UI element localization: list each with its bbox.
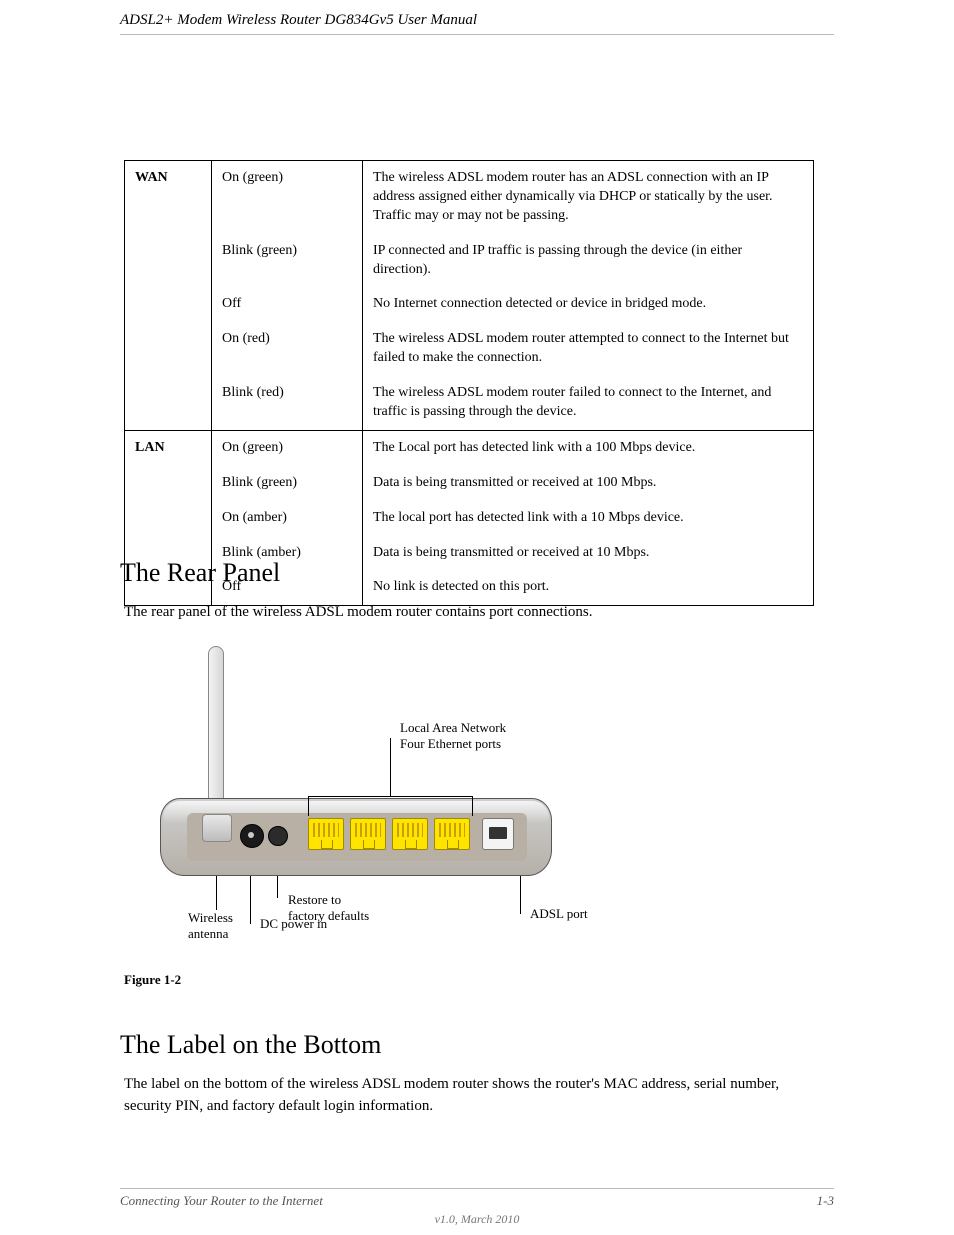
leader xyxy=(520,876,521,914)
leader xyxy=(250,876,251,924)
lan-sub-1: Blink (green) xyxy=(212,466,363,501)
antenna-label: Wirelessantenna xyxy=(188,910,233,941)
lan-sub-2: On (amber) xyxy=(212,501,363,536)
footer-version: v1.0, March 2010 xyxy=(0,1212,954,1227)
wan-sub-0: On (green) xyxy=(212,161,363,234)
leader xyxy=(308,796,309,816)
footer-right: 1-3 xyxy=(817,1193,834,1209)
reset-button-icon xyxy=(268,826,288,846)
lan-port-1-icon xyxy=(308,818,344,850)
reset-label: Restore tofactory defaults xyxy=(288,892,369,923)
wan-label: WAN xyxy=(125,161,212,431)
doc-title: ADSL2+ Modem Wireless Router DG834Gv5 Us… xyxy=(120,12,477,29)
wan-desc-4: The wireless ADSL modem router failed to… xyxy=(363,376,814,430)
status-table: WAN On (green) The wireless ADSL modem r… xyxy=(124,160,814,606)
rear-body-text: The rear panel of the wireless ADSL mode… xyxy=(124,604,814,621)
leader xyxy=(390,738,391,796)
lan-port-4-icon xyxy=(434,818,470,850)
lan-desc-3: Data is being transmitted or received at… xyxy=(363,536,814,571)
adsl-label: ADSL port xyxy=(530,906,588,922)
lan-desc-0: The Local port has detected link with a … xyxy=(363,430,814,465)
wan-sub-2: Off xyxy=(212,287,363,322)
lan-port-3-icon xyxy=(392,818,428,850)
lan-desc-2: The local port has detected link with a … xyxy=(363,501,814,536)
lan-ports xyxy=(308,818,470,850)
lan-ports-label: Local Area NetworkFour Ethernet ports xyxy=(400,720,506,751)
adsl-port-icon xyxy=(482,818,514,850)
section-rear-heading: The Rear Panel xyxy=(120,558,280,588)
footer-rule xyxy=(120,1188,834,1189)
lan-port-2-icon xyxy=(350,818,386,850)
wan-desc-2: No Internet connection detected or devic… xyxy=(363,287,814,322)
wan-desc-3: The wireless ADSL modem router attempted… xyxy=(363,322,814,376)
dc-jack-icon xyxy=(240,824,264,848)
leader xyxy=(308,796,472,797)
leader xyxy=(277,876,278,898)
footer-left: Connecting Your Router to the Internet xyxy=(120,1193,323,1209)
bottom-body-text: The label on the bottom of the wireless … xyxy=(124,1074,814,1118)
wan-desc-0: The wireless ADSL modem router has an AD… xyxy=(363,161,814,234)
leader xyxy=(216,876,217,910)
wan-sub-3: On (red) xyxy=(212,322,363,376)
router-figure: Local Area NetworkFour Ethernet ports Wi… xyxy=(160,648,560,948)
section-label-heading: The Label on the Bottom xyxy=(120,1030,381,1060)
wan-sub-1: Blink (green) xyxy=(212,234,363,288)
leader xyxy=(472,796,473,816)
figure-caption: Figure 1-2 xyxy=(124,972,181,988)
header-rule xyxy=(120,34,834,35)
wan-desc-1: IP connected and IP traffic is passing t… xyxy=(363,234,814,288)
lan-desc-1: Data is being transmitted or received at… xyxy=(363,466,814,501)
lan-sub-0: On (green) xyxy=(212,430,363,465)
lan-desc-4: No link is detected on this port. xyxy=(363,570,814,605)
antenna-base xyxy=(202,814,232,842)
wan-sub-4: Blink (red) xyxy=(212,376,363,430)
